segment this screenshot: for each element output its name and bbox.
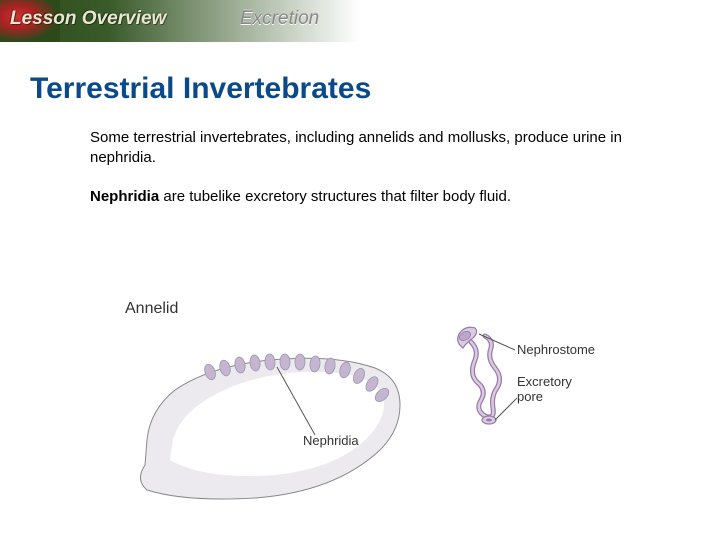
term-nephridia: Nephridia bbox=[90, 188, 159, 205]
diagram-title: Annelid bbox=[125, 300, 178, 318]
slide-header: Lesson Overview Excretion bbox=[0, 0, 720, 42]
paragraph-1: Some terrestrial invertebrates, includin… bbox=[90, 128, 660, 169]
paragraph-2: Nephridia are tubelike excretory structu… bbox=[90, 187, 660, 207]
lesson-overview-label: Lesson Overview bbox=[10, 8, 166, 30]
label-nephrostome: Nephrostome bbox=[517, 342, 595, 357]
label-excretory-pore: Excretory pore bbox=[517, 375, 587, 405]
topic-label: Excretion bbox=[240, 8, 319, 30]
page-title: Terrestrial Invertebrates bbox=[30, 72, 690, 106]
label-nephridia: Nephridia bbox=[303, 433, 359, 448]
diagram-annelid: Annelid bbox=[125, 300, 595, 500]
nephridium-detail bbox=[458, 327, 517, 424]
paragraph-2-rest: are tubelike excretory structures that f… bbox=[159, 188, 511, 205]
content-area: Terrestrial Invertebrates Some terrestri… bbox=[0, 42, 720, 207]
